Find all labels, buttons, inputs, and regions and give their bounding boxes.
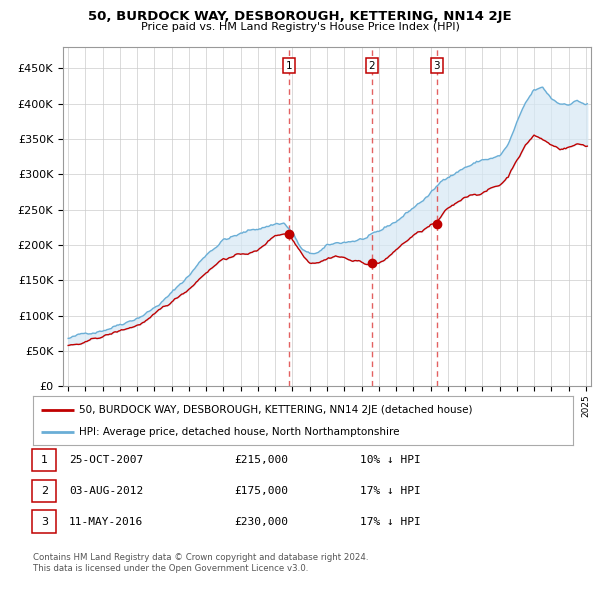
- Text: This data is licensed under the Open Government Licence v3.0.: This data is licensed under the Open Gov…: [33, 565, 308, 573]
- Text: 03-AUG-2012: 03-AUG-2012: [69, 486, 143, 496]
- Text: 11-MAY-2016: 11-MAY-2016: [69, 517, 143, 526]
- Text: 1: 1: [41, 455, 48, 465]
- Text: £230,000: £230,000: [234, 517, 288, 526]
- Text: Price paid vs. HM Land Registry's House Price Index (HPI): Price paid vs. HM Land Registry's House …: [140, 22, 460, 32]
- Text: Contains HM Land Registry data © Crown copyright and database right 2024.: Contains HM Land Registry data © Crown c…: [33, 553, 368, 562]
- Text: 50, BURDOCK WAY, DESBOROUGH, KETTERING, NN14 2JE (detached house): 50, BURDOCK WAY, DESBOROUGH, KETTERING, …: [79, 405, 472, 415]
- Text: 25-OCT-2007: 25-OCT-2007: [69, 455, 143, 465]
- Text: 2: 2: [368, 61, 375, 71]
- Text: HPI: Average price, detached house, North Northamptonshire: HPI: Average price, detached house, Nort…: [79, 427, 400, 437]
- Text: 1: 1: [286, 61, 293, 71]
- Text: 50, BURDOCK WAY, DESBOROUGH, KETTERING, NN14 2JE: 50, BURDOCK WAY, DESBOROUGH, KETTERING, …: [88, 10, 512, 23]
- Text: 17% ↓ HPI: 17% ↓ HPI: [360, 517, 421, 526]
- Text: 10% ↓ HPI: 10% ↓ HPI: [360, 455, 421, 465]
- Text: £215,000: £215,000: [234, 455, 288, 465]
- Text: £175,000: £175,000: [234, 486, 288, 496]
- Text: 3: 3: [433, 61, 440, 71]
- Text: 17% ↓ HPI: 17% ↓ HPI: [360, 486, 421, 496]
- Text: 3: 3: [41, 517, 48, 526]
- Text: 2: 2: [41, 486, 48, 496]
